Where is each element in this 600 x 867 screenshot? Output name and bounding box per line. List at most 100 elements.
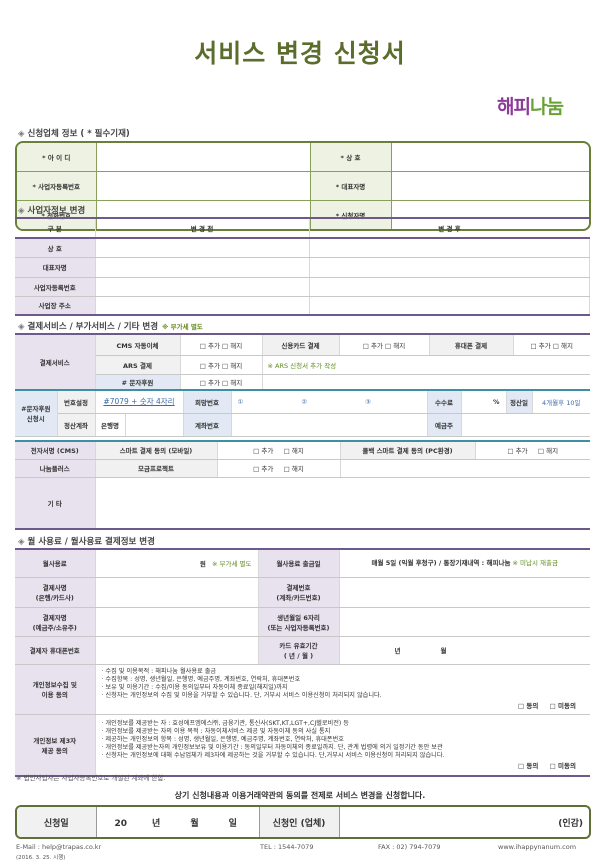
smart-mobile-checks[interactable]: □ 추가 □ 해지 bbox=[217, 441, 341, 460]
additional-service-table: 전자서명 (CMS) 스마트 결제 동의 (모바일) □ 추가 □ 해지 콜백 스마트… bbox=[15, 440, 590, 530]
date-field[interactable]: 20 년 월 일 bbox=[96, 807, 260, 837]
payment-service-label: 결제서비스 bbox=[15, 334, 96, 391]
fund-checks[interactable]: □ 추가 □ 해지 bbox=[217, 459, 341, 478]
sms-apply-table: #문자후원 신청시 번호설정 #7079 + 숫자 4자리 희망번호 ① ② ③ 수수료% 정산… bbox=[15, 389, 590, 437]
happynanum-logo: 해피나눔 bbox=[497, 96, 564, 118]
section-service-change-header: ◈ 결제서비스 / 부가서비스 / 기타 변경 ※ 부가세 별도 bbox=[18, 322, 203, 332]
cms-label: CMS 자동이체 bbox=[95, 334, 181, 356]
label-ceo: * 대표자명 bbox=[310, 171, 392, 202]
third-party-label: 개인정보 제3자 제공 동의 bbox=[15, 714, 96, 776]
bizno-field[interactable] bbox=[96, 171, 311, 202]
ars-note: ※ ARS 신청서 추가 작성 bbox=[262, 355, 590, 375]
withdraw-value: 매월 5일 (익월 후청구) / 통장기재내역 : 해피나눔 ※ 미납시 재출금 bbox=[339, 549, 590, 578]
settle-day-label: 정산일 bbox=[506, 390, 533, 414]
row-bizno: 사업자등록번호 bbox=[15, 277, 96, 297]
fee-label: 수수료 bbox=[427, 390, 462, 414]
callback-label: 콜백 스마트 결제 동의 (PC환경) bbox=[340, 441, 476, 460]
esign-label: 전자서명 (CMS) bbox=[15, 441, 96, 460]
fee-field[interactable]: 원 ※ 부가세 별도 bbox=[95, 549, 259, 578]
settle-day-value: 4개월후 10일 bbox=[532, 390, 590, 414]
after-field[interactable] bbox=[309, 257, 590, 278]
card-label: 신용카드 결제 bbox=[262, 334, 340, 356]
sms-checks[interactable]: □ 추가 □ 해지 bbox=[180, 374, 263, 391]
payer-phone-label: 결제자 휴대폰번호 bbox=[15, 636, 96, 665]
section-company-info-header: ◈ 신청업체 정보 ( * 필수기재) bbox=[18, 129, 130, 139]
after-field[interactable] bbox=[309, 238, 590, 258]
col-before: 변 경 전 bbox=[95, 218, 310, 239]
before-field[interactable] bbox=[95, 277, 310, 297]
before-field[interactable] bbox=[95, 257, 310, 278]
etc-field[interactable] bbox=[95, 477, 590, 529]
nanum-plus-label: 나눔플러스 bbox=[15, 459, 96, 478]
phone-pay-label: 휴대폰 결제 bbox=[429, 334, 514, 356]
account-no-label: 계좌번호 bbox=[183, 413, 232, 437]
label-id: * 아 이 디 bbox=[17, 143, 97, 172]
monthly-fee-table: 월사용료 원 ※ 부가세 별도 월사용료 출금일 매월 5일 (익월 후청구) / 통… bbox=[15, 548, 590, 777]
row-address: 사업장 주소 bbox=[15, 296, 96, 316]
payer-name-field[interactable] bbox=[95, 607, 259, 637]
company-field[interactable] bbox=[391, 143, 589, 172]
payer-no-label: 결제번호 (계좌/카드번호) bbox=[258, 577, 340, 608]
payer-phone-field[interactable] bbox=[95, 636, 259, 665]
bank-field[interactable] bbox=[125, 413, 184, 437]
company-info-box: * 아 이 디 * 상 호 * 사업자등록번호 * 대표자명 * 전화번호 * 신청자… bbox=[15, 141, 591, 231]
ceo-field[interactable] bbox=[391, 171, 589, 202]
col-category: 구 분 bbox=[15, 218, 96, 239]
row-ceo: 대표자명 bbox=[15, 257, 96, 278]
footer-effective: (2016. 3. 25. 시행) bbox=[16, 855, 66, 861]
payer-company-label: 결제사명 (은행/카드사) bbox=[15, 577, 96, 608]
statement: 상기 신청내용과 이용거래약관의 동의를 전제로 서비스 변경을 신청합니다. bbox=[174, 791, 426, 800]
footer-fax: FAX : 02) 794-7079 bbox=[378, 843, 441, 851]
before-field[interactable] bbox=[95, 296, 310, 316]
settle-account-label: 정산계좌 bbox=[57, 413, 96, 437]
fund-label: 모금프로젝트 bbox=[95, 459, 218, 478]
birth-field[interactable] bbox=[339, 607, 590, 637]
sign-box: 신청일 20 년 월 일 신청인 (업체) (인감) bbox=[15, 805, 591, 839]
section-business-change-header: ◈ 사업자정보 변경 bbox=[18, 206, 86, 216]
birth-label: 생년월일 6자리 (또는 사업자등록번호) bbox=[258, 607, 340, 637]
holder-field[interactable] bbox=[461, 413, 590, 437]
fee-label: 월사용료 bbox=[15, 549, 96, 578]
smart-mobile-label: 스마트 결제 동의 (모바일) bbox=[95, 441, 218, 460]
phone-pay-checks[interactable]: □ 추가 □ 해지 bbox=[513, 334, 590, 356]
date-label: 신청일 bbox=[17, 807, 97, 837]
bank-label: 은행명 bbox=[95, 413, 126, 437]
footer-email: E-Mail : help@trapas.co.kr bbox=[16, 843, 102, 851]
section-monthly-fee-header: ◈ 월 사용료 / 월사용료 결제정보 변경 bbox=[18, 537, 155, 547]
privacy-label: 개인정보수집 및 이용 동의 bbox=[15, 664, 96, 715]
cms-checks[interactable]: □ 추가 □ 해지 bbox=[180, 334, 263, 356]
etc-label: 기 타 bbox=[15, 477, 96, 529]
ars-checks[interactable]: □ 추가 □ 해지 bbox=[180, 355, 263, 375]
applicant-label: 신청인 (업체) bbox=[259, 807, 340, 837]
card-exp-label: 카드 유효기간 ( 년 / 월 ) bbox=[258, 636, 340, 665]
corp-note: ※ 법인사업자는 사업자등록번호로 개설된 계좌에 한함. bbox=[16, 774, 166, 782]
ars-label: ARS 결제 bbox=[95, 355, 181, 375]
third-party-agree-checks[interactable]: □ 동의 □ 미동의 bbox=[517, 761, 576, 770]
fee-field[interactable]: % bbox=[461, 390, 507, 414]
privacy-agree-checks[interactable]: □ 동의 □ 미동의 bbox=[517, 702, 576, 710]
number-value: #7079 + 숫자 4자리 bbox=[95, 390, 184, 414]
footer-web: www.ihappynanum.com bbox=[498, 843, 577, 851]
before-field[interactable] bbox=[95, 238, 310, 258]
privacy-content: · 수집 및 이용목적 : 해피나눔 월사용료 출금 · 수집항목 : 성명, 생… bbox=[95, 664, 590, 715]
card-checks[interactable]: □ 추가 □ 해지 bbox=[339, 334, 430, 356]
seal-field[interactable]: (인감) bbox=[558, 818, 583, 829]
page-title: 서비스 변경 신청서 bbox=[194, 39, 406, 68]
account-no-field[interactable] bbox=[231, 413, 428, 437]
callback-checks[interactable]: □ 추가 □ 해지 bbox=[475, 441, 590, 460]
withdraw-label: 월사용료 출금일 bbox=[258, 549, 340, 578]
company-info-table: * 아 이 디 * 상 호 * 사업자등록번호 * 대표자명 * 전화번호 * 신청자… bbox=[17, 143, 589, 229]
after-field[interactable] bbox=[309, 296, 590, 316]
holder-label: 예금주 bbox=[427, 413, 462, 437]
payer-company-field[interactable] bbox=[95, 577, 259, 608]
sms-label: # 문자후원 bbox=[95, 374, 181, 391]
third-party-content: · 개인정보를 제공받는 자 : 효성에프엠에스㈜, 금융기관, 통신사(SKT… bbox=[95, 714, 590, 776]
row-company: 상 호 bbox=[15, 238, 96, 258]
after-field[interactable] bbox=[309, 277, 590, 297]
payer-no-field[interactable] bbox=[339, 577, 590, 608]
id-field[interactable] bbox=[96, 143, 311, 172]
footer-tel: TEL : 1544-7079 bbox=[260, 843, 314, 851]
